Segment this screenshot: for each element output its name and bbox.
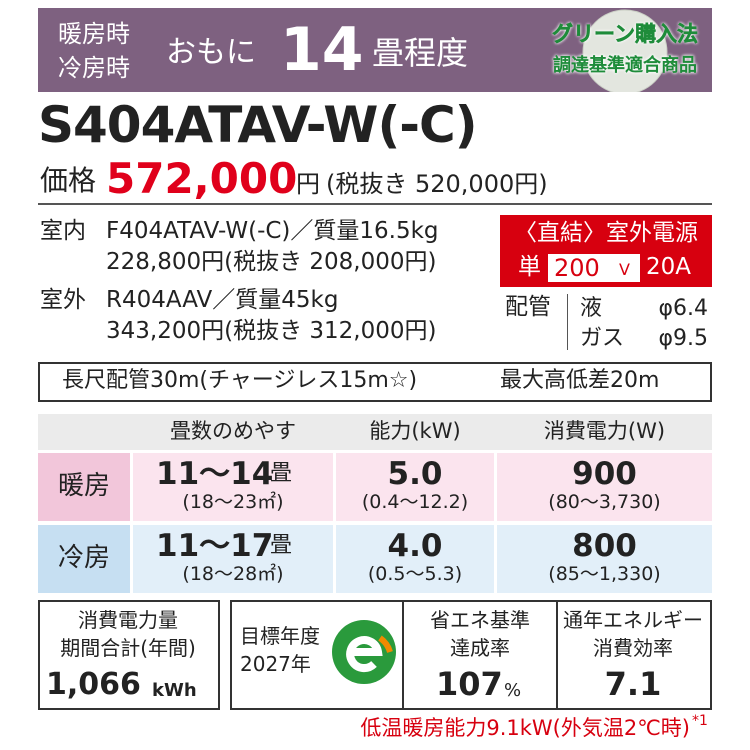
model: S404ATAV-W(-C): [38, 96, 478, 154]
note: 最大高低差20m: [500, 368, 660, 393]
outdoor-spec: R404AAV／質量45kg: [106, 287, 339, 313]
annual-unit: kWh: [152, 680, 197, 701]
outdoor-price: 343,200円(税抜き 312,000円): [106, 318, 437, 344]
indoor-spec: F404ATAV-W(-C)／質量16.5kg: [106, 218, 439, 244]
achievement-label: 省エネ基準: [430, 608, 530, 632]
power-range: (80～3,730): [548, 491, 661, 513]
apf-label: 消費効率: [593, 636, 673, 660]
power-phase: 単: [518, 254, 541, 280]
area-value: 11～14: [156, 456, 274, 492]
capacity-range: (0.4～12.2): [361, 491, 469, 513]
divider: [556, 602, 558, 708]
achievement-label: 達成率: [450, 636, 510, 660]
footnote-mark: *1: [692, 713, 708, 729]
badge-text: 調達基準適合商品: [553, 55, 697, 76]
divider: [402, 602, 404, 708]
header-line: 暖房時: [58, 20, 130, 48]
efficiency-box: [230, 600, 712, 710]
table-cell: [38, 525, 130, 593]
outdoor-label: 室外: [40, 287, 86, 313]
area-range: (18～23㎡): [182, 491, 284, 513]
piping-liquid: 液: [580, 296, 603, 321]
header-row: [38, 414, 712, 450]
header-prefix: おもに: [166, 35, 256, 70]
annual-value: 1,066: [46, 667, 141, 702]
piping-gas-size: φ9.5: [658, 326, 709, 351]
piping-divider: [567, 294, 568, 350]
row-label: 冷房: [57, 543, 111, 573]
badge-text: グリーン購入法: [552, 22, 698, 46]
price-value: 572,000: [106, 154, 298, 203]
price-label: 価格: [40, 164, 97, 197]
voltage-box: [548, 254, 640, 282]
area-value: 11～17: [156, 528, 274, 564]
e-mark-logo: [332, 620, 396, 684]
price-excl: (税抜き 520,000円): [326, 170, 548, 198]
indoor-label: 室内: [40, 218, 86, 244]
row-label: 暖房: [57, 471, 111, 501]
column-header: 能力(kW): [369, 419, 461, 443]
annual-box: [38, 600, 220, 710]
power-title: 〈直結〉室外電源: [514, 220, 698, 246]
price-unit: 円: [296, 170, 320, 198]
piping-label: 配管: [505, 294, 551, 320]
table-cell: [497, 525, 712, 593]
apf-label: 通年エネルギー: [563, 608, 703, 632]
achievement-unit: %: [504, 680, 522, 701]
table-cell: [133, 453, 333, 521]
capacity-range: (0.5～5.3): [367, 563, 463, 585]
indoor-price: 228,800円(税抜き 208,000円): [106, 249, 437, 275]
power-current: 20A: [646, 254, 692, 280]
piping-gas: ガス: [580, 326, 625, 351]
capacity-value: 5.0: [387, 456, 443, 492]
power-value: 800: [572, 528, 637, 564]
table-cell: [133, 525, 333, 593]
table-cell: [38, 453, 130, 521]
header-line: 冷房時: [58, 54, 130, 82]
target-label: 目標年度: [240, 624, 320, 648]
footnote: 低温暖房能力9.1kW(外気温2℃時): [360, 716, 690, 740]
table-cell: [497, 453, 712, 521]
column-header: 畳数のめやす: [170, 419, 296, 443]
table-cell: [336, 453, 494, 521]
power-value: 900: [572, 456, 637, 492]
power-voltage: 200: [554, 254, 600, 282]
separator: [38, 203, 712, 205]
power-range: (85～1,330): [548, 563, 661, 585]
piping-liquid-size: φ6.4: [658, 296, 709, 321]
capacity-value: 4.0: [387, 528, 443, 564]
note: 長尺配管30m(チャージレス15m☆): [62, 368, 418, 393]
column-header: 消費電力(W): [543, 419, 666, 443]
area-unit: 畳: [270, 461, 293, 486]
apf-value: 7.1: [604, 665, 662, 703]
area-unit: 畳: [270, 533, 293, 558]
target-label: 2027年: [240, 652, 311, 676]
notes-box: [38, 362, 712, 402]
annual-label: 消費電力量: [78, 608, 178, 632]
badge-globe: [582, 9, 668, 92]
area-range: (18～28㎡): [182, 563, 284, 585]
header-suffix: 畳程度: [372, 34, 469, 72]
power-voltage-unit: V: [619, 260, 630, 279]
achievement-value: 107: [436, 665, 503, 703]
table-cell: [336, 525, 494, 593]
annual-label: 期間合計(年間): [60, 636, 196, 660]
header-size: 14: [280, 15, 364, 85]
